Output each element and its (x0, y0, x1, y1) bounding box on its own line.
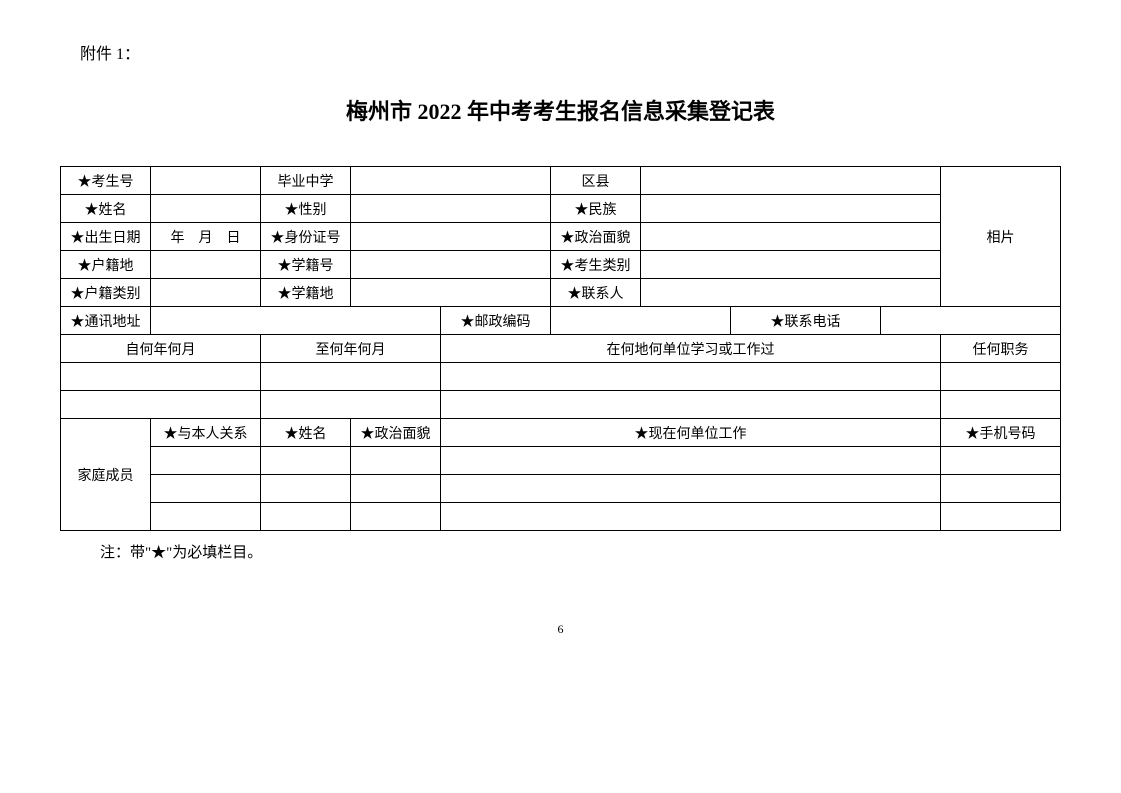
label-to-date: 至何年何月 (261, 335, 441, 363)
value-district (641, 167, 941, 195)
value-postal-code (551, 307, 731, 335)
registration-table: ★考生号 毕业中学 区县 相片 ★姓名 ★性别 ★民族 ★出生日期 年 月 日 … (60, 166, 1061, 531)
label-family-members: 家庭成员 (61, 419, 151, 531)
label-family-name: ★姓名 (261, 419, 351, 447)
value-birth-date: 年 月 日 (151, 223, 261, 251)
family-row-3-political (351, 503, 441, 531)
label-position: 任何职务 (941, 335, 1061, 363)
label-postal-code: ★邮政编码 (441, 307, 551, 335)
family-row-1-name (261, 447, 351, 475)
value-contact-person (641, 279, 941, 307)
label-gender: ★性别 (261, 195, 351, 223)
value-student-type (641, 251, 941, 279)
value-household-type (151, 279, 261, 307)
value-political (641, 223, 941, 251)
history-row-2-from (61, 391, 261, 419)
note-text: 注：带"★"为必填栏目。 (100, 541, 1061, 562)
label-household-type: ★户籍类别 (61, 279, 151, 307)
label-school-loc: ★学籍地 (261, 279, 351, 307)
label-birth-date: ★出生日期 (61, 223, 151, 251)
family-row-3-name (261, 503, 351, 531)
label-address: ★通讯地址 (61, 307, 151, 335)
history-row-2-where (441, 391, 941, 419)
family-row-1-mobile (941, 447, 1061, 475)
label-student-code: ★学籍号 (261, 251, 351, 279)
family-row-2-name (261, 475, 351, 503)
family-row-2-relationship (151, 475, 261, 503)
label-id-number: ★身份证号 (261, 223, 351, 251)
label-ethnicity: ★民族 (551, 195, 641, 223)
value-grad-school (351, 167, 551, 195)
history-row-1-position (941, 363, 1061, 391)
family-row-3-relationship (151, 503, 261, 531)
value-phone (881, 307, 1061, 335)
label-name: ★姓名 (61, 195, 151, 223)
history-row-2-position (941, 391, 1061, 419)
label-from-date: 自何年何月 (61, 335, 261, 363)
history-row-2-to (261, 391, 441, 419)
value-ethnicity (641, 195, 941, 223)
page-number: 6 (60, 622, 1061, 637)
family-row-3-mobile (941, 503, 1061, 531)
label-phone: ★联系电话 (731, 307, 881, 335)
value-student-code (351, 251, 551, 279)
history-row-1-to (261, 363, 441, 391)
label-grad-school: 毕业中学 (261, 167, 351, 195)
value-address (151, 307, 441, 335)
label-work-unit: ★现在何单位工作 (441, 419, 941, 447)
history-row-1-from (61, 363, 261, 391)
value-school-loc (351, 279, 551, 307)
label-mobile: ★手机号码 (941, 419, 1061, 447)
family-row-2-mobile (941, 475, 1061, 503)
family-row-1-political (351, 447, 441, 475)
family-row-1-relationship (151, 447, 261, 475)
family-row-2-work (441, 475, 941, 503)
history-row-1-where (441, 363, 941, 391)
label-student-type: ★考生类别 (551, 251, 641, 279)
label-district: 区县 (551, 167, 641, 195)
value-household-loc (151, 251, 261, 279)
value-student-id (151, 167, 261, 195)
form-title: 梅州市 2022 年中考考生报名信息采集登记表 (60, 94, 1061, 126)
family-row-3-work (441, 503, 941, 531)
value-gender (351, 195, 551, 223)
label-family-political: ★政治面貌 (351, 419, 441, 447)
photo-cell: 相片 (941, 167, 1061, 307)
value-name (151, 195, 261, 223)
value-id-number (351, 223, 551, 251)
label-where-studied: 在何地何单位学习或工作过 (441, 335, 941, 363)
label-political: ★政治面貌 (551, 223, 641, 251)
attachment-label: 附件 1： (80, 40, 1061, 64)
label-household-loc: ★户籍地 (61, 251, 151, 279)
label-student-id: ★考生号 (61, 167, 151, 195)
label-relationship: ★与本人关系 (151, 419, 261, 447)
family-row-2-political (351, 475, 441, 503)
label-contact-person: ★联系人 (551, 279, 641, 307)
family-row-1-work (441, 447, 941, 475)
